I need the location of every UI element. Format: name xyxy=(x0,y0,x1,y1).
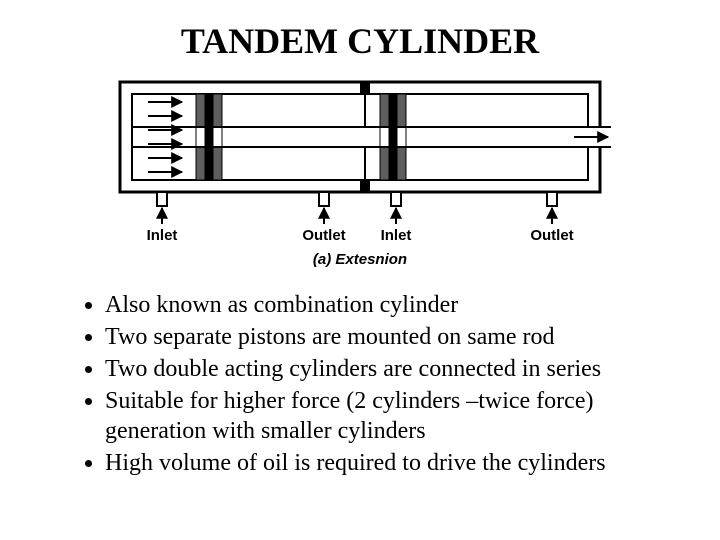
piston-rod xyxy=(132,127,610,147)
port xyxy=(157,192,167,206)
port-label: Outlet xyxy=(302,227,345,244)
bullet-item: Suitable for higher force (2 cylinders –… xyxy=(105,386,670,446)
page-title: TANDEM CYLINDER xyxy=(50,20,670,62)
bullet-list: Also known as combination cylinderTwo se… xyxy=(50,290,670,478)
port xyxy=(319,192,329,206)
bullet-item: Also known as combination cylinder xyxy=(105,290,670,320)
bullet-item: Two double acting cylinders are connecte… xyxy=(105,354,670,384)
diagram-caption: (a) Extesnion xyxy=(313,251,407,268)
port-label: Outlet xyxy=(530,227,573,244)
port-label: Inlet xyxy=(381,227,412,244)
bullet-item: High volume of oil is required to drive … xyxy=(105,448,670,478)
diagram-container: Inlet Outlet Inlet Outlet (a) Extesnion xyxy=(50,72,670,272)
port-label: Inlet xyxy=(147,227,178,244)
port xyxy=(547,192,557,206)
tandem-cylinder-diagram: Inlet Outlet Inlet Outlet (a) Extesnion xyxy=(100,72,620,272)
divider-bottom xyxy=(360,180,370,192)
divider-top xyxy=(360,82,370,94)
port xyxy=(391,192,401,206)
bullet-item: Two separate pistons are mounted on same… xyxy=(105,322,670,352)
